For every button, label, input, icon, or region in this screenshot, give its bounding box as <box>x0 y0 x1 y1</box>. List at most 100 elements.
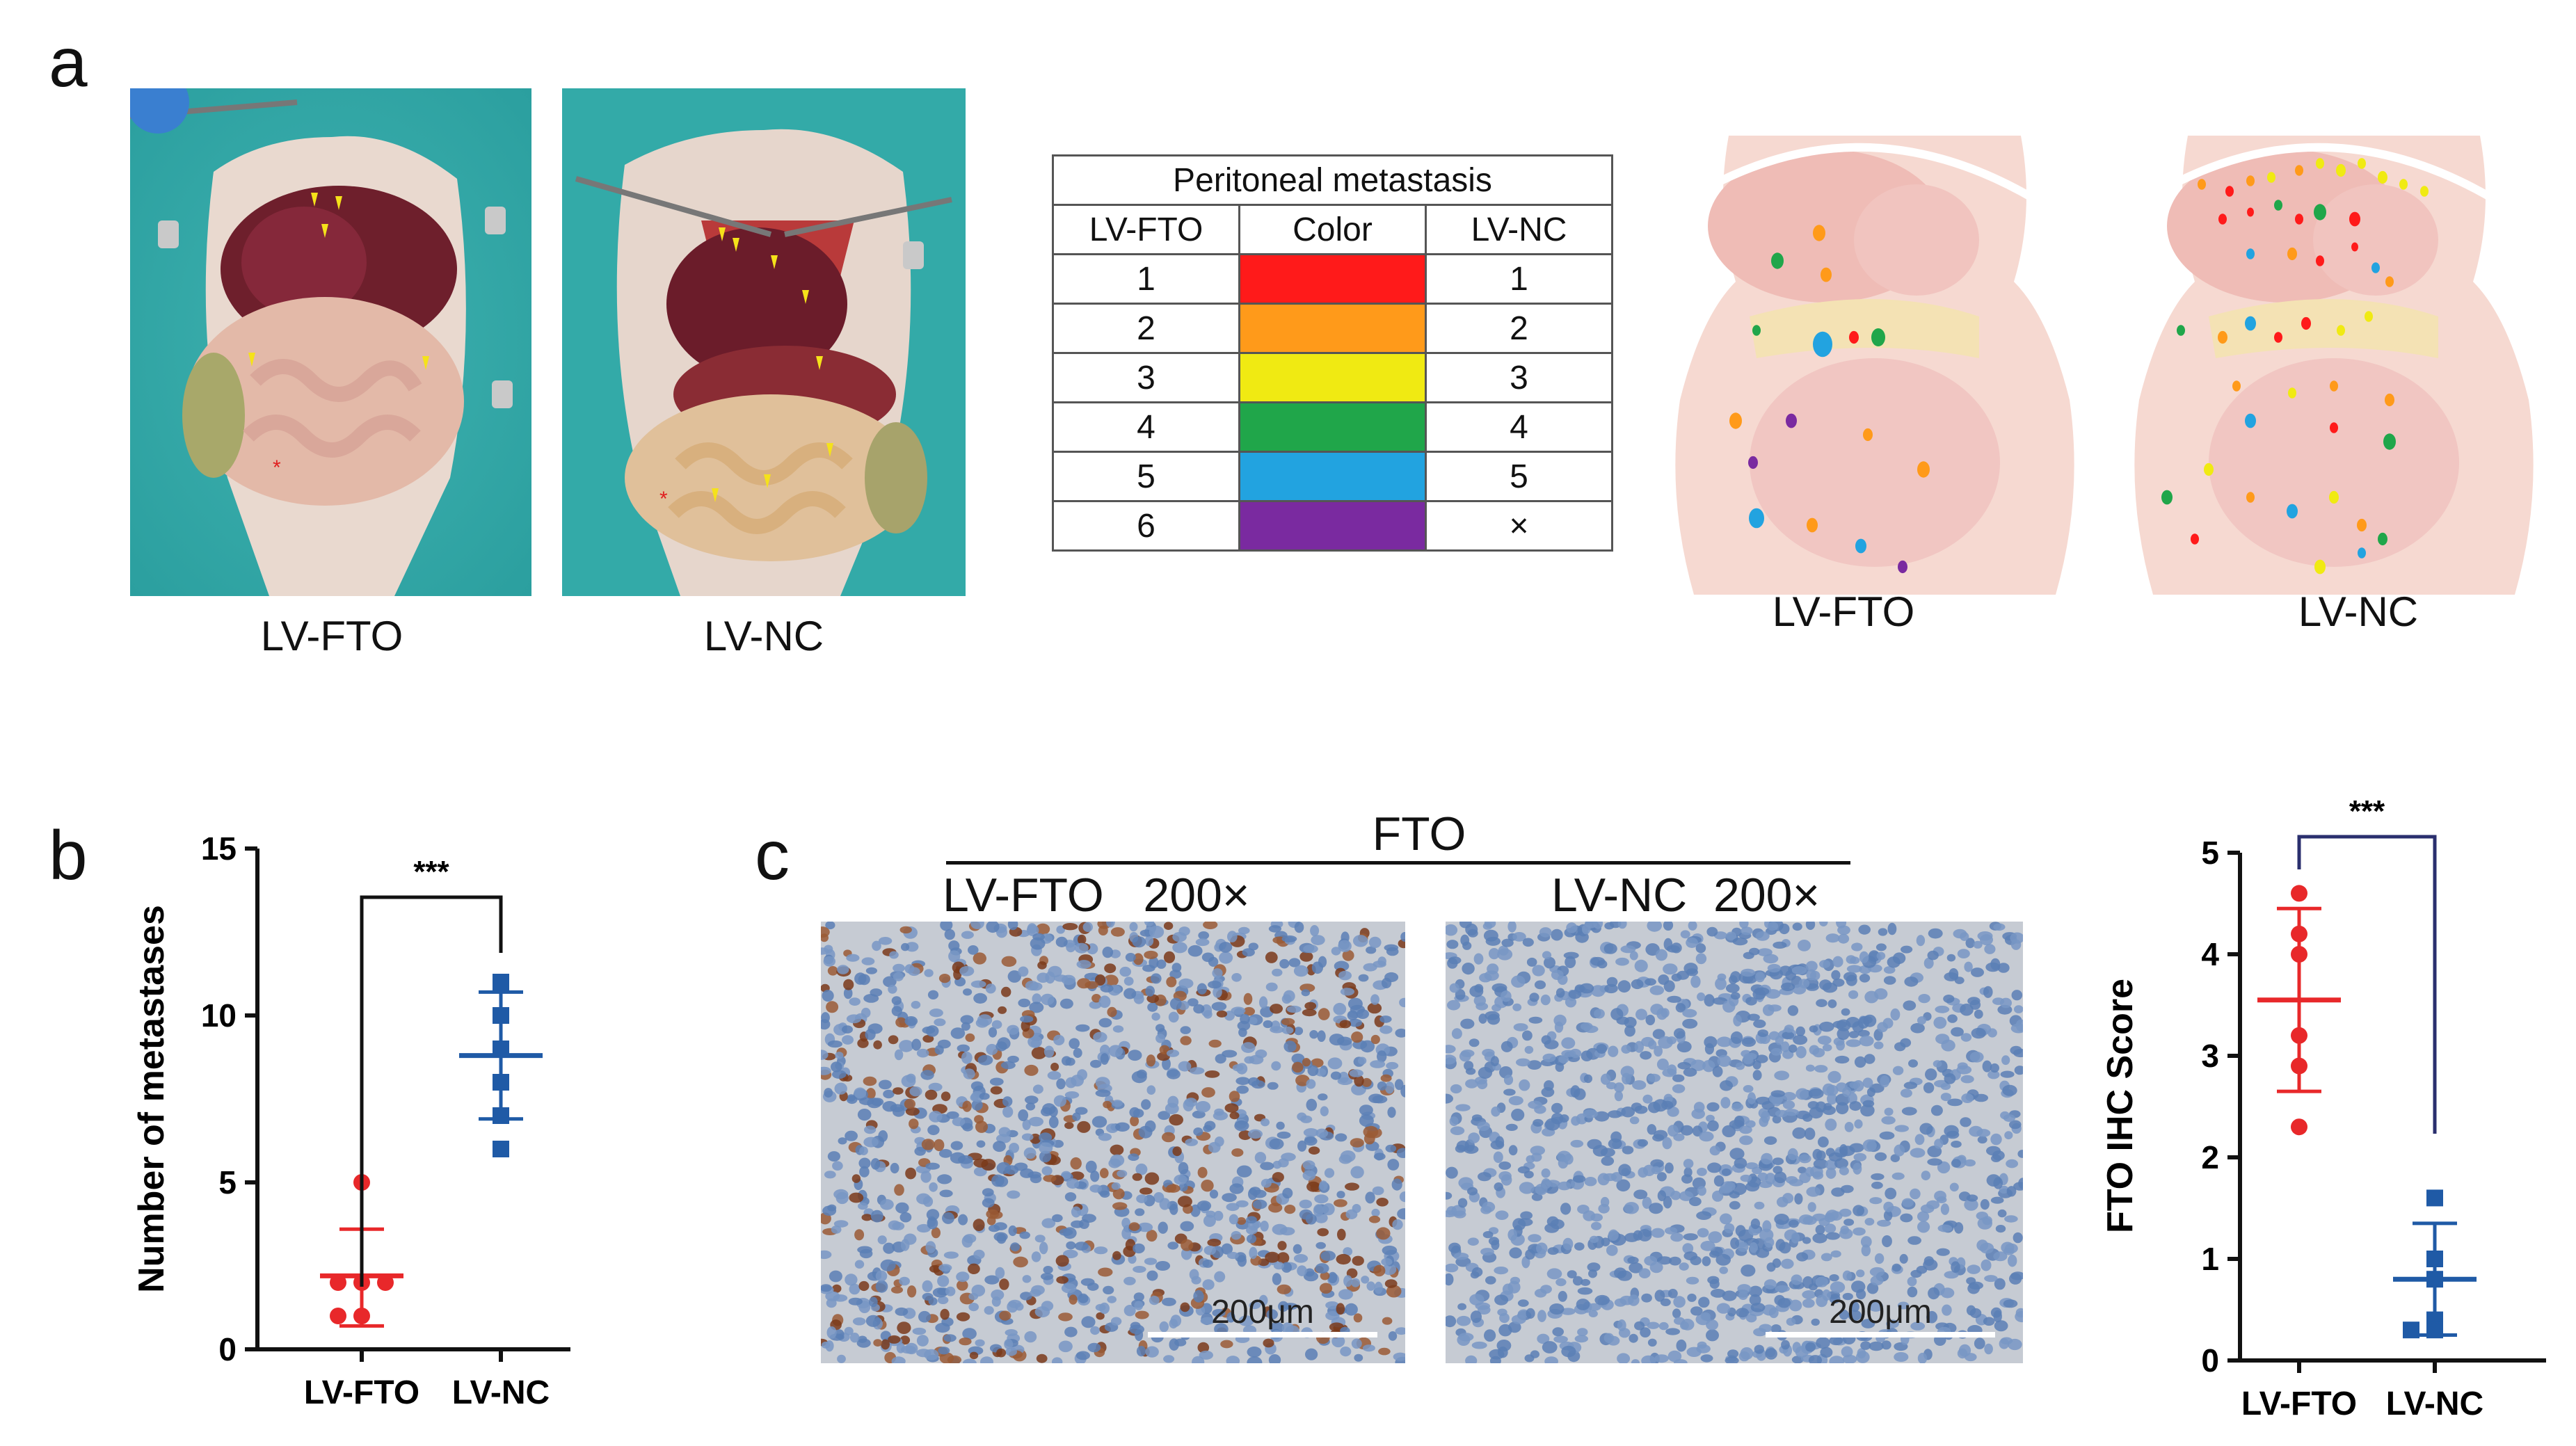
stomach-shape <box>2313 184 2438 296</box>
metastasis-dot <box>2245 316 2256 331</box>
lv-nc-count: × <box>1425 500 1613 552</box>
metastasis-dot <box>1871 328 1885 346</box>
metastasis-dot <box>2295 214 2303 225</box>
lv-nc-metastasis-diagram <box>2111 108 2557 595</box>
significance-stars: *** <box>2349 800 2385 828</box>
y-tick-label: 4 <box>2201 936 2219 972</box>
lv-nc-diagram-label: LV-NC <box>2298 588 2419 635</box>
data-point <box>2291 1118 2307 1136</box>
metastasis-dot <box>1807 517 1818 533</box>
metastasis-dot <box>2288 387 2296 399</box>
metastasis-dot <box>2399 179 2408 190</box>
lv-nc-count: 1 <box>1425 253 1613 305</box>
lv-nc-ihc-label: LV-NC 200× <box>1551 869 1821 922</box>
lv-nc-surgery-photo: * <box>562 88 966 596</box>
color-swatch <box>1238 401 1427 453</box>
x-tick-label: LV-FTO <box>2241 1385 2357 1422</box>
metastasis-dot <box>2351 242 2358 252</box>
stomach-shape <box>1854 184 1979 296</box>
metastasis-dot <box>2329 490 2339 504</box>
metastasis-dot <box>2267 172 2275 183</box>
lv-fto-diagram-label: LV-FTO <box>1772 588 1915 635</box>
y-tick-label: 0 <box>218 1331 237 1367</box>
color-swatch <box>1238 253 1427 305</box>
metastasis-dot <box>2198 179 2206 190</box>
peritoneal-metastasis-table: Peritoneal metastasis LV-FTO Color LV-NC… <box>1052 154 1613 552</box>
metastasis-dot <box>1752 325 1761 336</box>
metastasis-dot <box>2274 332 2282 343</box>
svg-text:*: * <box>659 488 668 511</box>
lv-nc-count: 4 <box>1425 401 1613 453</box>
metastasis-dot <box>1821 267 1832 282</box>
table-header-lv-nc: LV-NC <box>1425 204 1613 255</box>
metastasis-dot <box>2204 463 2214 476</box>
metastasis-dot <box>2274 200 2282 211</box>
scale-bar <box>1148 1332 1377 1337</box>
metastasis-dot <box>2218 330 2227 344</box>
y-tick-label: 10 <box>201 997 237 1034</box>
metastasis-dot <box>2247 207 2254 217</box>
fto-group-label: FTO <box>1372 808 1466 860</box>
lv-fto-ihc-label: LV-FTO 200× <box>943 869 1250 922</box>
table-header-color: Color <box>1238 204 1427 255</box>
metastasis-dot <box>1748 456 1758 469</box>
metastasis-dot <box>2383 433 2396 450</box>
metastasis-dot <box>1855 538 1866 554</box>
metastasis-dot <box>2365 311 2373 322</box>
panel-label-c: c <box>755 817 790 894</box>
metastasis-dot <box>2330 380 2338 392</box>
metastasis-dot <box>2378 532 2387 546</box>
data-point <box>493 1141 509 1157</box>
data-point <box>330 1274 346 1291</box>
color-swatch <box>1238 500 1427 552</box>
lv-fto-surgery-photo: * <box>130 88 531 596</box>
metastasis-dot <box>2191 533 2199 545</box>
metastases-count-chart: 0 5 10 15 Number of metastases LV-FTO LV-NC *** <box>131 830 570 1411</box>
data-point <box>330 1308 346 1324</box>
data-point <box>493 974 509 990</box>
cell-nuclei <box>1446 922 2023 1363</box>
intestine-shape <box>2209 358 2459 567</box>
fto-ihc-score-chart: 0 1 2 3 4 5 FTO IHC Score LV-FTO LV-NC *** <box>2100 800 2546 1422</box>
metastasis-dot <box>2287 504 2298 519</box>
metastasis-dot <box>2246 248 2255 259</box>
metastasis-dot <box>2316 255 2324 266</box>
lv-fto-count: 2 <box>1052 303 1240 354</box>
cell-nuclei <box>821 922 1405 1363</box>
metastasis-dot <box>1813 225 1825 241</box>
metastasis-dot <box>2316 158 2324 169</box>
color-swatch <box>1238 451 1427 502</box>
lv-fto-count: 5 <box>1052 451 1240 502</box>
lv-fto-photo-label: LV-FTO <box>260 613 403 659</box>
significance-bracket <box>360 895 503 1287</box>
metastasis-dot <box>1729 412 1742 429</box>
metastasis-dot <box>2357 518 2367 532</box>
metastasis-dot <box>1863 428 1873 442</box>
metastasis-dot <box>2385 276 2394 287</box>
metastasis-dot <box>2246 175 2255 186</box>
metastasis-dot <box>2371 262 2380 273</box>
metastasis-dot <box>2218 214 2227 225</box>
fto-group-bracket-line <box>946 861 1850 865</box>
y-tick-label: 2 <box>2201 1139 2219 1175</box>
metastasis-dot <box>1917 461 1930 478</box>
lv-fto-metastasis-diagram <box>1652 108 2097 595</box>
data-point <box>2426 1189 2443 1207</box>
table-title: Peritoneal metastasis <box>1052 154 1613 206</box>
lv-nc-count: 2 <box>1425 303 1613 354</box>
metastasis-dot <box>1749 508 1764 529</box>
y-tick-label: 0 <box>2201 1342 2219 1379</box>
x-tick-label: LV-FTO <box>304 1374 419 1411</box>
panel-label-b: b <box>49 817 88 894</box>
significance-bracket <box>2297 835 2437 1134</box>
metastasis-dot <box>2232 380 2241 392</box>
metastasis-dot <box>2358 547 2366 559</box>
metastasis-dot <box>2177 325 2185 336</box>
lv-fto-count: 4 <box>1052 401 1240 453</box>
metastasis-dot <box>2420 186 2429 197</box>
y-tick-label: 5 <box>2201 835 2219 871</box>
significance-stars: *** <box>413 855 449 889</box>
metastasis-dot <box>2330 422 2338 433</box>
